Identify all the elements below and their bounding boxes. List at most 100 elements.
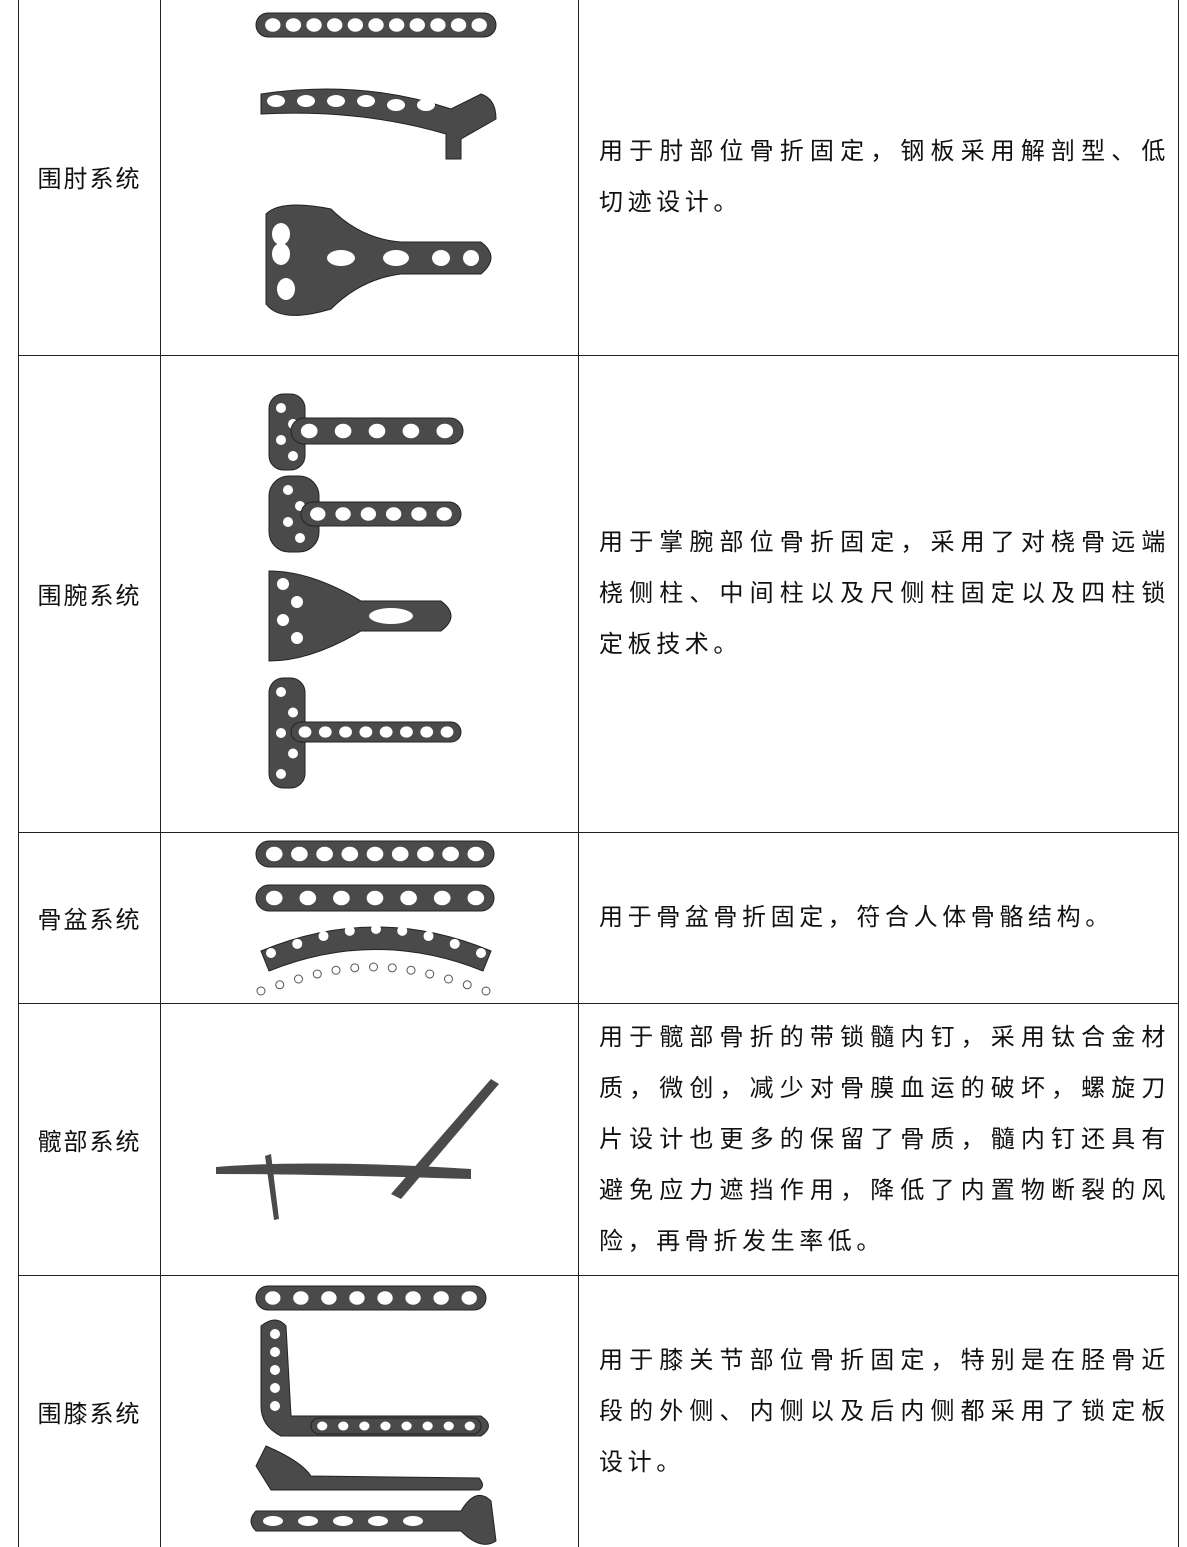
plate-shape <box>290 417 464 445</box>
plate-shape <box>255 1285 487 1311</box>
plate-shape <box>333 1516 353 1527</box>
row: 髋部系统 用于髋部骨折的带锁髓内钉，采用钛合金材质，微创，减少对骨膜血运的破坏，… <box>18 1002 1179 1276</box>
plate-shape <box>270 1383 280 1394</box>
plate-shape <box>391 846 409 862</box>
plate-shape <box>276 687 286 697</box>
plate-shape <box>368 1516 388 1527</box>
plate-shape <box>411 507 427 521</box>
plate-shape <box>380 1421 391 1431</box>
system-name: 骨盆系统 <box>18 831 161 1004</box>
plate-shape <box>442 846 459 862</box>
plate-shape <box>366 890 384 906</box>
plate-shape <box>295 533 305 543</box>
plate-shape <box>297 95 315 108</box>
plate-shape <box>339 726 352 738</box>
plate-shape <box>433 1291 449 1305</box>
plate-shape <box>403 1516 423 1527</box>
plate-shape <box>444 974 453 984</box>
plate-shape <box>270 1329 280 1340</box>
plate-shape <box>276 435 286 445</box>
image-cell <box>160 0 579 356</box>
plate-shape <box>270 1365 280 1376</box>
plate-shape <box>291 846 308 862</box>
plate-shape <box>433 890 451 906</box>
plate-shape <box>409 18 425 32</box>
plate-shape <box>347 18 364 32</box>
row: 围膝系统 用于膝关节部位骨折固定，特别是在胫骨近段的外侧、内侧以及后内侧都采用了… <box>18 1274 1179 1547</box>
plate-shape <box>255 884 495 912</box>
plate-shape <box>417 99 435 112</box>
plate-shape <box>405 1291 421 1305</box>
plate-shape <box>290 721 462 743</box>
plate-image <box>250 1285 497 1546</box>
plate-shape <box>423 931 434 942</box>
plate-shape <box>379 726 393 738</box>
plate-shape <box>417 846 434 862</box>
plate-shape <box>283 517 293 527</box>
plate-shape <box>293 1291 309 1305</box>
plate-shape <box>216 1163 471 1179</box>
plate-shape <box>272 223 290 246</box>
plate-shape <box>256 986 266 996</box>
plate-shape <box>344 925 355 936</box>
plate-shape <box>288 748 298 759</box>
description: 用于膝关节部位骨折固定，特别是在胫骨近段的外侧、内侧以及后内侧都采用了锁定板设计… <box>578 1274 1179 1547</box>
plate-shape <box>285 18 302 32</box>
plate-shape <box>318 726 332 738</box>
plate-image <box>268 393 464 789</box>
plate-shape <box>333 890 350 906</box>
plate-shape <box>369 962 378 972</box>
plate-shape <box>288 451 298 461</box>
plate-shape <box>310 1417 482 1435</box>
plate-shape <box>391 1079 499 1199</box>
plate-shape <box>291 596 303 608</box>
plate-shape <box>265 846 283 862</box>
plate-shape <box>277 278 295 301</box>
plate-shape <box>298 726 312 738</box>
plate-shape <box>300 423 318 439</box>
plate-shape <box>294 974 303 984</box>
plate-shape <box>265 1291 281 1305</box>
plate-shape <box>420 726 434 738</box>
plate-shape <box>366 846 384 862</box>
plate-shape <box>331 965 341 975</box>
plate-shape <box>327 250 355 267</box>
plate-shape <box>461 1291 477 1305</box>
description: 用于掌腕部位骨折固定，采用了对桡骨远端桡侧柱、中间柱以及尺侧柱固定以及四柱锁定板… <box>578 354 1179 833</box>
plate-shape <box>265 18 281 32</box>
system-name: 围膝系统 <box>18 1274 161 1547</box>
plate-shape <box>406 965 416 975</box>
description: 用于肘部位骨折固定，钢板采用解剖型、低切迹设计。 <box>578 0 1179 356</box>
description: 用于骨盆骨折固定，符合人体骨骼结构。 <box>578 831 1179 1004</box>
plate-shape <box>321 1291 337 1305</box>
plate-shape <box>272 243 290 266</box>
plate-shape <box>265 890 283 906</box>
system-name: 围腕系统 <box>18 354 161 833</box>
plate-shape <box>266 948 276 958</box>
plate-shape <box>368 18 384 32</box>
plate-shape <box>265 204 492 317</box>
plate-shape <box>425 969 435 979</box>
plate-shape <box>481 986 491 996</box>
plate-shape <box>400 890 417 906</box>
plate-shape <box>338 1421 349 1431</box>
plate-shape <box>255 840 495 868</box>
image-cell <box>160 1274 579 1547</box>
plate-shape <box>400 726 413 738</box>
system-name: 髋部系统 <box>18 1002 161 1276</box>
plate-shape <box>260 88 497 160</box>
row: 围腕系统 用于掌腕部位骨折固定，采用了对桡骨远端桡侧柱、中间柱以及尺侧柱固定以及… <box>18 354 1179 833</box>
plate-shape <box>292 938 303 949</box>
plate-shape <box>436 507 452 521</box>
plate-shape <box>306 18 322 32</box>
plate-shape <box>449 938 460 949</box>
plate-shape <box>318 931 329 942</box>
plate-shape <box>299 890 317 906</box>
plate-shape <box>383 250 409 267</box>
plate-shape <box>443 1421 454 1431</box>
plate-shape <box>255 1445 483 1491</box>
plate-shape <box>430 18 446 32</box>
plate-shape <box>385 507 402 521</box>
plate-shape <box>388 18 405 32</box>
